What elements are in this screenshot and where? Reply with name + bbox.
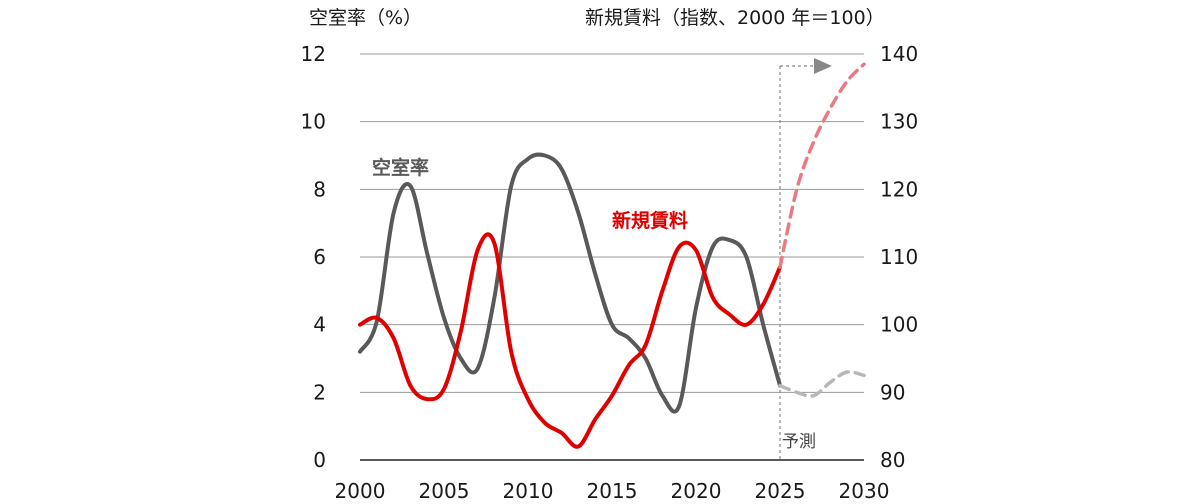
- left-tick-label: 0: [313, 448, 326, 472]
- right-tick-label: 110: [880, 245, 918, 269]
- x-tick-label: 2005: [419, 479, 470, 503]
- x-tick-label: 2025: [755, 479, 806, 503]
- x-axis: 2000 2005 2010 2015 2020 2025 2030: [335, 479, 890, 503]
- right-tick-label: 80: [880, 448, 905, 472]
- x-tick-label: 2015: [587, 479, 638, 503]
- series-label-vacancy: 空室率: [372, 156, 429, 179]
- series-forecast-line-1: [778, 62, 866, 269]
- left-tick-label: 8: [313, 177, 326, 201]
- series-line-0: [358, 152, 782, 414]
- left-axis-label: 空室率（%）: [309, 7, 422, 29]
- forecast-label: 予測: [782, 432, 816, 452]
- left-tick-label: 10: [301, 110, 326, 134]
- left-tick-label: 6: [313, 245, 326, 269]
- right-axis-label: 新規賃料（指数、2000 年＝100）: [585, 7, 885, 29]
- right-y-axis: 80 90 100 110 120 130 140: [880, 42, 918, 472]
- right-tick-label: 100: [880, 313, 918, 337]
- x-tick-label: 2000: [335, 479, 386, 503]
- left-tick-label: 4: [313, 313, 326, 337]
- left-tick-label: 2: [313, 380, 326, 404]
- right-tick-label: 130: [880, 110, 918, 134]
- series-forecast-line-0: [778, 370, 866, 398]
- forecast-arrow-head: [814, 58, 832, 74]
- x-tick-label: 2020: [671, 479, 722, 503]
- right-tick-label: 120: [880, 177, 918, 201]
- right-tick-label: 90: [880, 380, 905, 404]
- x-tick-label: 2030: [839, 479, 890, 503]
- right-tick-label: 140: [880, 42, 918, 66]
- left-tick-label: 12: [301, 42, 326, 66]
- x-tick-label: 2010: [503, 479, 554, 503]
- series-layer: [358, 62, 866, 449]
- series-line-1: [358, 232, 782, 449]
- series-label-rent: 新規賃料: [612, 209, 688, 232]
- forecast-marker: [779, 58, 832, 460]
- left-y-axis: 0 2 4 6 8 10 12: [301, 42, 326, 472]
